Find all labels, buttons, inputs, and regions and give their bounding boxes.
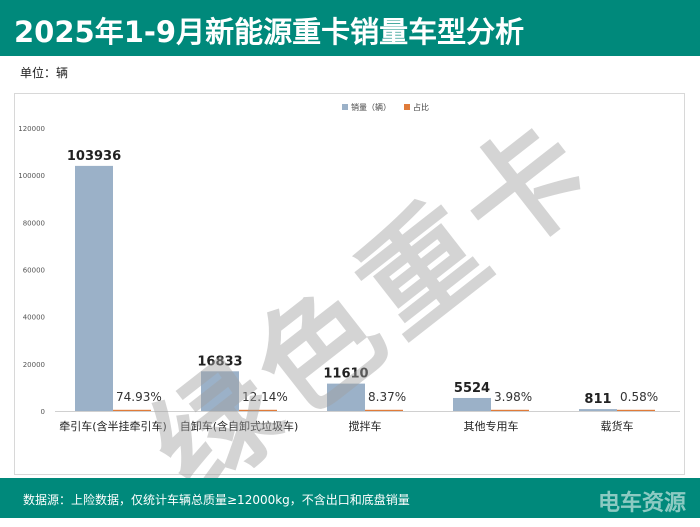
unit-label: 单位：辆 bbox=[20, 66, 69, 80]
bar-sales bbox=[75, 165, 113, 411]
page-title: 2025年1-9月新能源重卡销量车型分析 bbox=[14, 15, 525, 49]
footer: 数据源：上险数据，仅统计车辆总质量≥12000kg，不含出口和底盘销量 电车资源 bbox=[0, 478, 700, 518]
legend-label-sales: 销量（辆） bbox=[351, 102, 391, 112]
y-tick-label: 120000 bbox=[18, 125, 45, 133]
y-tick-label: 0 bbox=[41, 408, 45, 416]
y-tick-label: 40000 bbox=[23, 314, 45, 322]
bar-sales bbox=[201, 371, 239, 411]
data-label-share: 8.37% bbox=[368, 390, 406, 404]
data-label-share: 12.14% bbox=[242, 390, 288, 404]
bar-share bbox=[617, 409, 655, 411]
x-tick-label: 载货车 bbox=[601, 419, 634, 433]
data-label-share: 74.93% bbox=[116, 390, 162, 404]
x-tick-label: 其他专用车 bbox=[464, 419, 519, 433]
bar-share bbox=[113, 409, 151, 411]
x-tick-label: 搅拌车 bbox=[349, 419, 382, 433]
data-label-sales: 11610 bbox=[323, 367, 368, 382]
data-label-sales: 103936 bbox=[67, 149, 121, 164]
logo: 电车资源 bbox=[597, 491, 686, 516]
bar-share bbox=[491, 409, 529, 411]
header: 2025年1-9月新能源重卡销量车型分析 bbox=[0, 0, 700, 56]
bar-share bbox=[365, 409, 403, 411]
legend-swatch-sales bbox=[342, 104, 348, 110]
y-tick-label: 100000 bbox=[18, 172, 45, 180]
data-label-share: 3.98% bbox=[494, 390, 532, 404]
data-source-note: 数据源：上险数据，仅统计车辆总质量≥12000kg，不含出口和底盘销量 bbox=[23, 493, 410, 507]
data-label-sales: 5524 bbox=[454, 381, 490, 396]
bar-sales bbox=[453, 397, 491, 411]
x-tick-label: 自卸车(含自卸式垃圾车) bbox=[180, 419, 299, 433]
legend-swatch-share bbox=[404, 104, 410, 110]
x-tick-label: 牵引车(含半挂牵引车) bbox=[59, 419, 167, 433]
bar-sales bbox=[327, 383, 365, 411]
bar-sales bbox=[579, 409, 617, 411]
y-tick-label: 80000 bbox=[23, 219, 45, 227]
y-tick-label: 60000 bbox=[23, 267, 45, 275]
legend-label-share: 占比 bbox=[413, 102, 429, 112]
data-label-sales: 811 bbox=[584, 392, 611, 407]
y-tick-label: 20000 bbox=[23, 361, 45, 369]
chart-frame bbox=[14, 93, 685, 475]
data-label-share: 0.58% bbox=[620, 390, 658, 404]
data-label-sales: 16833 bbox=[197, 354, 242, 369]
bar-share bbox=[239, 409, 277, 411]
